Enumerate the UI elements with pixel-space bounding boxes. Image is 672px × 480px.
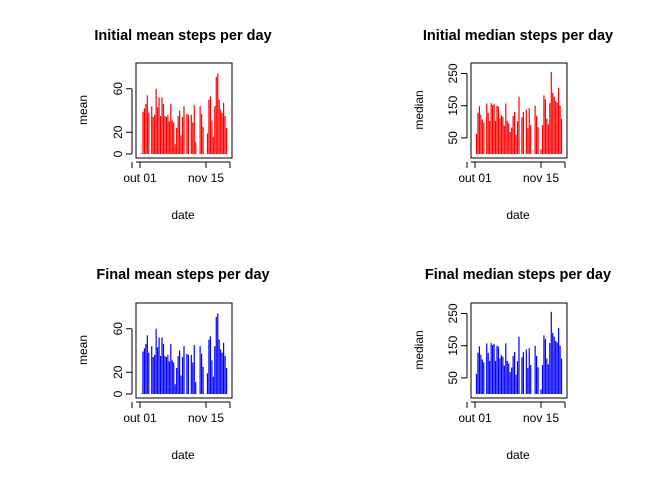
panel-final-mean: Final mean steps per day date mean 0 20 60… xyxy=(76,267,270,462)
bar-series xyxy=(140,73,228,154)
y-tick-label: 150 xyxy=(446,95,460,115)
panel-title: Initial mean steps per day xyxy=(94,28,271,44)
x-tick-label: out 01 xyxy=(458,411,492,425)
x-axis-label: date xyxy=(506,448,530,462)
x-tick-label: out 01 xyxy=(123,171,157,185)
panel-initial-median: Initial median steps per day date median… xyxy=(412,28,613,222)
y-tick-label: 0 xyxy=(111,390,125,397)
axes: 50 150 250 out 01 nov 15 xyxy=(446,63,566,185)
x-axis-label: date xyxy=(171,208,195,222)
y-axis-label: median xyxy=(412,90,426,129)
y-tick-label: 150 xyxy=(446,335,460,355)
plot-frame xyxy=(470,62,568,159)
panel-title: Initial median steps per day xyxy=(423,28,613,44)
y-axis-label: median xyxy=(412,330,426,369)
y-tick-label: 20 xyxy=(111,125,125,139)
y-tick-label: 60 xyxy=(111,82,125,96)
x-tick-label: nov 15 xyxy=(188,411,224,425)
panel-initial-mean: Initial mean steps per day date mean 0 20… xyxy=(76,28,272,222)
panel-title: Final mean steps per day xyxy=(96,267,269,283)
y-tick-label: 250 xyxy=(446,63,460,83)
x-tick-label: out 01 xyxy=(123,411,157,425)
y-tick-label: 50 xyxy=(446,371,460,385)
bar-series xyxy=(475,311,563,394)
x-tick-label: nov 15 xyxy=(188,171,224,185)
y-axis-label: mean xyxy=(76,335,90,365)
axes: 50 150 250 out 01 nov 15 xyxy=(446,303,566,425)
bar-series xyxy=(140,313,228,394)
y-tick-label: 60 xyxy=(111,322,125,336)
x-tick-label: nov 15 xyxy=(523,171,559,185)
plot-frame xyxy=(135,62,233,159)
y-tick-label: 250 xyxy=(446,303,460,323)
plot-frame xyxy=(470,302,568,399)
panel-title: Final median steps per day xyxy=(425,267,611,283)
panel-final-median: Final median steps per day date median 5… xyxy=(412,267,611,462)
axes: 0 20 60 out 01 nov 15 xyxy=(111,82,231,185)
axes: 0 20 60 out 01 nov 15 xyxy=(111,322,231,425)
x-axis-label: date xyxy=(171,448,195,462)
y-axis-label: mean xyxy=(76,95,90,125)
plot-frame xyxy=(135,302,233,399)
x-tick-label: nov 15 xyxy=(523,411,559,425)
y-tick-label: 50 xyxy=(446,131,460,145)
bar-series xyxy=(475,71,563,154)
y-tick-label: 0 xyxy=(111,150,125,157)
y-tick-label: 20 xyxy=(111,365,125,379)
x-axis-label: date xyxy=(506,208,530,222)
x-tick-label: out 01 xyxy=(458,171,492,185)
